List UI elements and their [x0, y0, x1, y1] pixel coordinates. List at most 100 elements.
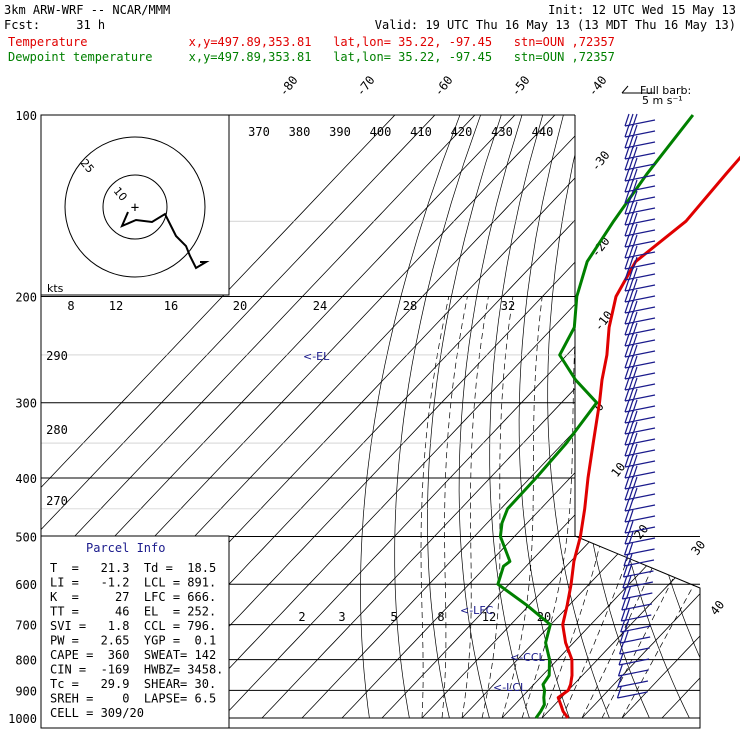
wind-barb-flag — [632, 289, 638, 303]
wind-barb-flag — [622, 575, 628, 589]
wind-barb — [624, 267, 656, 281]
hodograph-center-mark: + — [131, 200, 139, 216]
pressure-tick-label: 300 — [15, 397, 37, 411]
wind-barb-staff — [624, 526, 656, 534]
isotherm-label: -30 — [588, 148, 612, 174]
parcel-info-row: CIN = -169 HWBZ= 3458. — [50, 663, 223, 677]
wind-barb — [624, 388, 656, 402]
isotherm-label: -50 — [508, 73, 532, 99]
wind-barb-flag — [628, 487, 634, 501]
wind-barb — [623, 553, 655, 567]
hodograph-frame — [40, 114, 230, 296]
wind-barb-staff — [624, 130, 656, 138]
wind-barb — [624, 234, 656, 248]
wind-barb-flag — [624, 245, 630, 259]
wind-barb-flag — [632, 278, 638, 292]
wind-barb-flag — [624, 135, 630, 149]
wind-barb — [624, 223, 656, 237]
wind-barb-staff — [624, 427, 656, 435]
wind-barb-staff — [624, 416, 656, 424]
wind-barb — [622, 564, 654, 578]
dry-adiabat-line — [360, 115, 461, 719]
wind-barb — [624, 443, 656, 457]
wind-barb-flag — [624, 278, 630, 292]
wind-barb — [624, 135, 656, 149]
barb-legend-line1: Full barb: — [640, 84, 691, 97]
wind-barb-flag — [628, 124, 634, 138]
wind-barb-staff — [624, 218, 656, 226]
wind-barb-flag — [627, 542, 634, 556]
pressure-tick-label: 800 — [15, 654, 37, 668]
wind-barb-flag — [624, 157, 630, 171]
wind-barb-flag — [624, 531, 630, 545]
wind-barbs — [616, 113, 656, 699]
wind-barb-staff — [624, 515, 656, 523]
moist-adiabat-line — [501, 296, 543, 719]
wind-barb-flag — [628, 443, 634, 457]
wind-barb-flag — [628, 146, 634, 160]
dewpoint-line — [496, 114, 695, 719]
dewpoint-location: x,y=497.89,353.81 lat,lon= 35.22, -97.45… — [188, 50, 615, 64]
wind-barb-flag — [632, 399, 638, 413]
wind-barb-flag — [624, 432, 630, 446]
wind-barb-staff — [624, 504, 656, 512]
isotherm-label: 40 — [707, 598, 727, 618]
wind-barb-staff — [624, 262, 656, 270]
wind-barb — [624, 322, 656, 336]
pressure-tick-label: 500 — [15, 530, 37, 544]
wind-barb-staff — [617, 691, 648, 699]
wind-barb-flag — [624, 476, 630, 490]
isotherm-line — [621, 115, 700, 719]
wind-barb-staff — [618, 658, 650, 666]
hodograph-ring-outer — [64, 136, 206, 278]
wind-barb-flag — [628, 278, 634, 292]
wind-barb-flag — [628, 454, 634, 468]
wind-barb-staff — [624, 438, 656, 446]
wind-barb-staff — [624, 229, 656, 237]
temperature-line — [556, 155, 740, 719]
wind-barb-flag — [624, 377, 630, 391]
wind-barb-staff — [624, 449, 656, 457]
wind-barb-flag — [632, 476, 638, 490]
wind-barb-flag — [628, 377, 634, 391]
wind-barb — [617, 663, 649, 677]
wind-barb-flag — [632, 410, 638, 424]
parcel-info-title: Parcel Info — [86, 541, 165, 555]
wind-barb-flag — [628, 476, 634, 490]
wind-barb — [622, 575, 654, 589]
wind-barb-flag — [624, 190, 630, 204]
wind-barb — [624, 190, 656, 204]
wind-barb — [624, 366, 656, 380]
wind-barb-flag — [628, 432, 634, 446]
wind-barb — [624, 454, 656, 468]
pressure-tick-label: 100 — [15, 109, 37, 123]
wind-barb-flag — [628, 531, 634, 545]
wind-barb-flag — [627, 553, 633, 567]
pressure-tick-label: 400 — [15, 472, 37, 486]
wind-barb — [624, 289, 656, 303]
wind-barb-flag — [628, 465, 634, 479]
theta-label-left: 270 — [46, 494, 68, 508]
barb-legend: Full barb: 5 m s⁻¹ — [621, 84, 691, 107]
wind-barb-flag — [628, 498, 634, 512]
wind-barb-staff — [624, 394, 656, 402]
pressure-tick-label: 200 — [15, 291, 37, 305]
wind-barb-flag — [632, 421, 638, 435]
mixing-ratio-label-low: 5 — [390, 610, 397, 624]
wind-barb-flag — [624, 520, 630, 534]
parcel-info-row: SREH = 0 LAPSE= 6.5 — [50, 692, 216, 706]
wind-barb-staff — [624, 482, 656, 490]
wind-barb-staff — [624, 537, 656, 545]
wind-barb-flag — [632, 245, 638, 259]
wind-barb-staff — [619, 647, 650, 655]
parcel-info-row: TT = 46 EL = 252. — [50, 605, 216, 619]
moist-adiabat-line — [621, 296, 700, 719]
wind-barb-flag — [628, 289, 634, 303]
wind-barb-flag — [624, 487, 630, 501]
isotherm-label: -80 — [276, 73, 300, 99]
wind-barb-staff — [624, 240, 656, 248]
wind-barb — [624, 421, 656, 435]
wind-barb — [618, 652, 650, 666]
wind-barb — [617, 674, 649, 688]
wind-barb-flag — [628, 355, 634, 369]
